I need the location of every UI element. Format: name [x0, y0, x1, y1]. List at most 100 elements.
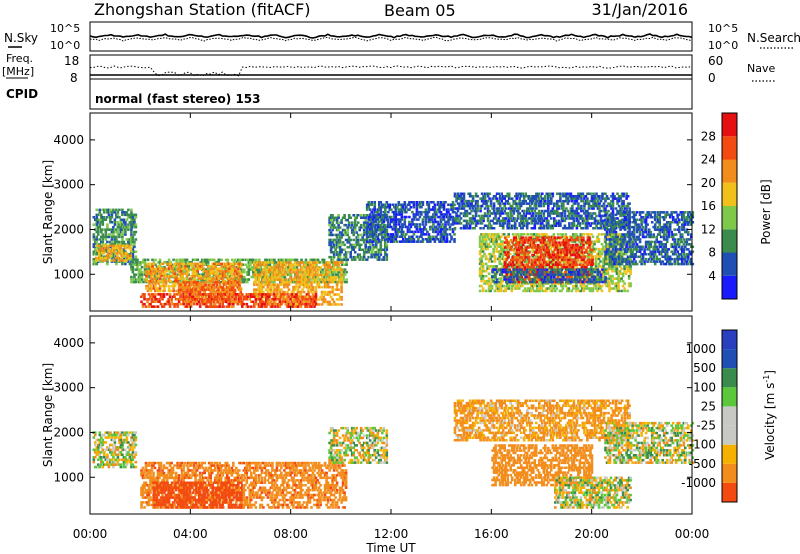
data-cell [362, 216, 366, 219]
data-cell [464, 204, 467, 208]
data-cell [484, 238, 488, 241]
data-cell [270, 258, 273, 262]
data-cell [106, 223, 109, 226]
data-cell [205, 268, 208, 271]
data-cell [495, 197, 499, 200]
data-cell [163, 284, 166, 288]
data-cell [379, 233, 383, 237]
data-cell [204, 296, 208, 299]
data-cell [281, 300, 285, 303]
data-cell [553, 217, 556, 220]
data-cell [205, 270, 208, 273]
data-cell [301, 266, 304, 269]
data-cell [168, 293, 172, 296]
data-cell [302, 285, 306, 289]
data-cell [438, 230, 441, 234]
data-cell [518, 212, 521, 215]
data-cell [415, 201, 419, 204]
data-cell [384, 243, 387, 247]
data-cell [396, 233, 399, 236]
data-cell [340, 251, 343, 254]
data-cell [496, 250, 500, 253]
data-cell [101, 259, 104, 262]
data-cell [507, 227, 511, 230]
data-cell [530, 214, 534, 218]
data-cell [131, 223, 135, 226]
data-cell [247, 293, 250, 296]
data-cell [114, 251, 118, 255]
data-cell [461, 197, 464, 200]
data-cell [269, 266, 273, 269]
data-cell [131, 240, 135, 244]
data-cell [385, 253, 389, 256]
data-cell [197, 300, 200, 303]
data-cell [155, 267, 159, 270]
data-cell [115, 260, 118, 263]
data-cell [387, 238, 390, 241]
data-cell [184, 261, 187, 264]
data-cell [326, 300, 330, 304]
data-cell [464, 214, 467, 218]
data-cell [196, 265, 199, 268]
data-cell [133, 280, 136, 284]
data-cell [385, 214, 389, 217]
data-cell [481, 250, 485, 253]
data-cell [123, 251, 127, 255]
data-cell [235, 278, 239, 281]
data-cell [311, 273, 315, 277]
data-cell [432, 206, 435, 209]
data-cell [275, 266, 279, 269]
data-cell [569, 212, 573, 215]
data-cell [131, 270, 135, 274]
data-cell [453, 233, 456, 236]
data-cell [503, 204, 506, 208]
noise-tick-right-top: 10^5 [708, 22, 738, 35]
data-cell [131, 280, 135, 284]
data-cell [302, 283, 306, 286]
data-cell [340, 298, 343, 301]
data-cell [495, 212, 499, 215]
data-cell [525, 195, 529, 198]
data-cell [335, 268, 339, 272]
data-cell [359, 226, 363, 229]
data-cell [625, 204, 628, 208]
data-cell [337, 223, 340, 227]
data-cell [496, 235, 500, 238]
data-cell [607, 209, 610, 213]
data-cell [616, 199, 619, 203]
data-cell [130, 260, 133, 263]
data-cell [320, 290, 324, 294]
data-cell [530, 207, 534, 210]
data-cell [411, 230, 414, 234]
data-cell [205, 258, 208, 262]
data-cell [263, 276, 267, 279]
data-cell [338, 268, 342, 272]
data-cell [176, 267, 180, 270]
data-cell [161, 295, 164, 298]
data-cell [313, 290, 316, 294]
data-cell [506, 195, 509, 198]
data-cell [617, 195, 621, 198]
data-cell [329, 246, 333, 249]
data-cell [355, 216, 358, 219]
data-cell [214, 265, 217, 268]
data-cell [104, 233, 108, 236]
data-cell [171, 295, 175, 298]
data-cell [424, 208, 428, 211]
data-cell [330, 258, 333, 262]
data-cell [329, 290, 333, 294]
data-cell [164, 302, 167, 306]
data-cell [478, 284, 482, 288]
data-cell [518, 192, 521, 195]
data-cell [220, 265, 223, 268]
data-cell [200, 296, 203, 299]
data-cell [329, 231, 333, 234]
data-cell [566, 227, 570, 230]
data-cell [402, 240, 405, 243]
data-cell [414, 215, 417, 219]
data-cell [518, 224, 521, 227]
data-cell [167, 267, 171, 270]
data-cell [364, 218, 367, 222]
data-cell [235, 262, 239, 266]
data-cell [596, 199, 600, 203]
